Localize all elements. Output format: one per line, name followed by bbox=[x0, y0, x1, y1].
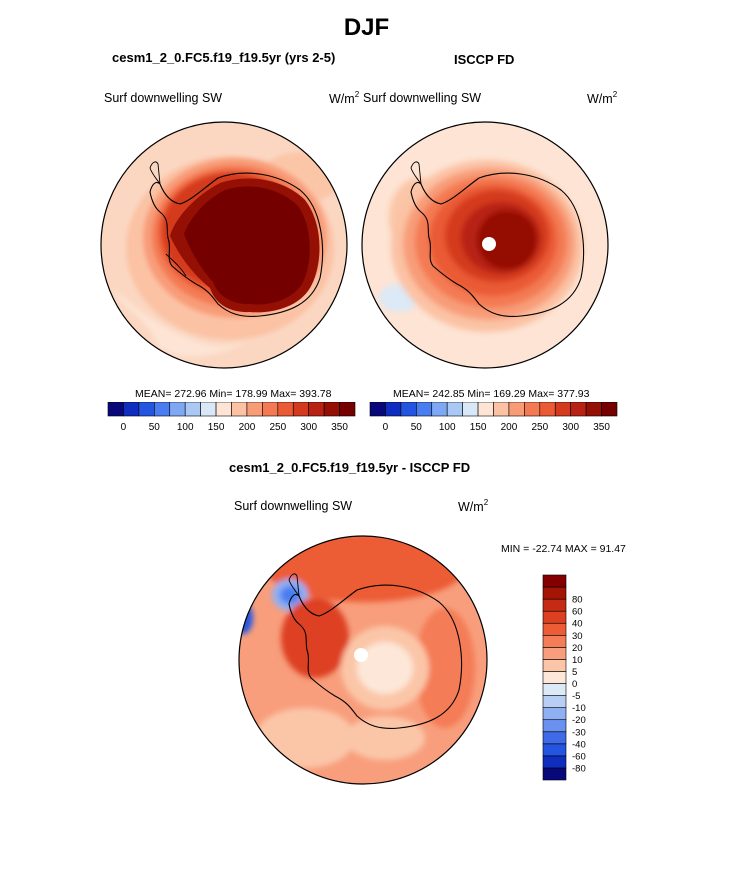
map-difference bbox=[238, 535, 488, 785]
colorbar-swatch bbox=[542, 767, 567, 781]
colorbar-tick-label: -10 bbox=[572, 703, 586, 714]
colorbar-tick-label: 100 bbox=[439, 422, 456, 433]
panel-3-title: cesm1_2_0.FC5.f19_f19.5yr - ISCCP FD bbox=[229, 460, 471, 475]
colorbar-swatch bbox=[542, 586, 567, 600]
colorbar-tick-label: 350 bbox=[331, 422, 348, 433]
colorbar-tick-label: 350 bbox=[593, 422, 610, 433]
colorbar-tick-label: 40 bbox=[572, 619, 583, 630]
colorbar-swatch bbox=[542, 610, 567, 624]
colorbar-swatch bbox=[542, 659, 567, 672]
colorbar-model: 0 50 100 150 200 250 300 350 bbox=[107, 402, 356, 433]
panel-3-stats: MIN = -22.74 MAX = 91.47 bbox=[501, 543, 626, 555]
colorbar-tick-label: 50 bbox=[149, 422, 161, 433]
colorbar-tick-label: 10 bbox=[572, 655, 583, 666]
colorbar-swatch bbox=[339, 402, 356, 417]
colorbar-swatch bbox=[262, 402, 279, 417]
colorbar-tick-label: 0 bbox=[121, 422, 127, 433]
panel-2-stats: MEAN= 242.85 Min= 169.29 Max= 377.93 bbox=[393, 388, 590, 400]
colorbar-swatch bbox=[123, 402, 140, 417]
colorbar-swatch bbox=[416, 402, 433, 417]
colorbar-tick-label: 80 bbox=[572, 595, 583, 606]
colorbar-swatch bbox=[462, 402, 479, 417]
colorbar-swatch bbox=[542, 731, 567, 745]
colorbar-swatch bbox=[554, 402, 571, 417]
colorbar-tick-label: 60 bbox=[572, 607, 583, 618]
panel-1-title: cesm1_2_0.FC5.f19_f19.5yr (yrs 2-5) bbox=[112, 50, 336, 65]
colorbar-tick-label: 150 bbox=[208, 422, 225, 433]
colorbar-swatch bbox=[542, 634, 567, 648]
colorbar-swatch bbox=[184, 402, 201, 417]
colorbar-swatch bbox=[231, 402, 248, 417]
panel-1-stats: MEAN= 272.96 Min= 178.99 Max= 393.78 bbox=[135, 388, 332, 400]
colorbar-swatch bbox=[542, 622, 567, 636]
colorbar-tick-label: 150 bbox=[470, 422, 487, 433]
colorbar-tick-label: -30 bbox=[572, 727, 586, 738]
colorbar-swatch bbox=[477, 402, 494, 417]
colorbar-tick-label: -20 bbox=[572, 715, 586, 726]
colorbar-tick-label: 50 bbox=[411, 422, 423, 433]
colorbar-swatch bbox=[292, 402, 309, 417]
panel-2-title: ISCCP FD bbox=[454, 52, 515, 67]
colorbar-swatch bbox=[277, 402, 294, 417]
colorbar-tick-label: 0 bbox=[572, 679, 577, 690]
colorbar-tick-label: 300 bbox=[562, 422, 579, 433]
main-title: DJF bbox=[343, 14, 390, 41]
colorbar-swatch bbox=[493, 402, 510, 417]
colorbar-swatch bbox=[585, 402, 602, 417]
panel-1-units: W/m2 bbox=[329, 90, 360, 106]
colorbar-tick-label: 5 bbox=[572, 667, 577, 678]
colorbar-swatch bbox=[431, 402, 448, 417]
colorbar-swatch bbox=[524, 402, 541, 417]
colorbar-swatch bbox=[369, 402, 386, 417]
colorbar-swatch bbox=[539, 402, 556, 417]
colorbar-swatch bbox=[542, 671, 567, 684]
map-observations bbox=[361, 121, 609, 369]
colorbar-swatch bbox=[542, 743, 567, 757]
colorbar-tick-label: 250 bbox=[269, 422, 286, 433]
panel-2-units: W/m2 bbox=[587, 90, 618, 106]
colorbar-tick-label: 0 bbox=[383, 422, 389, 433]
colorbar-swatch bbox=[154, 402, 171, 417]
colorbar-tick-label: 20 bbox=[572, 643, 583, 654]
colorbar-swatch bbox=[601, 402, 618, 417]
colorbar-tick-label: -40 bbox=[572, 739, 586, 750]
colorbar-swatch bbox=[542, 598, 567, 612]
colorbar-swatch bbox=[385, 402, 402, 417]
panel-3-units: W/m2 bbox=[458, 498, 489, 514]
colorbar-swatch bbox=[446, 402, 463, 417]
colorbar-observations: 0 50 100 150 200 250 300 350 bbox=[369, 402, 618, 433]
colorbar-swatch bbox=[215, 402, 232, 417]
colorbar-swatch bbox=[542, 719, 567, 733]
colorbar-tick-label: -5 bbox=[572, 691, 580, 702]
colorbar-swatch bbox=[570, 402, 587, 417]
colorbar-swatch bbox=[107, 402, 124, 417]
colorbar-swatch bbox=[542, 647, 567, 660]
panel-2-variable-label: Surf downwelling SW bbox=[363, 91, 482, 105]
colorbar-tick-label: -60 bbox=[572, 751, 586, 762]
colorbar-tick-label: 100 bbox=[177, 422, 194, 433]
colorbar-tick-label: 250 bbox=[531, 422, 548, 433]
colorbar-tick-label: 300 bbox=[300, 422, 317, 433]
panel-3-variable-label: Surf downwelling SW bbox=[234, 499, 353, 513]
colorbar-swatch bbox=[246, 402, 263, 417]
colorbar-swatch bbox=[542, 574, 567, 588]
colorbar-tick-label: 200 bbox=[501, 422, 518, 433]
colorbar-swatch bbox=[542, 695, 567, 708]
colorbar-swatch bbox=[169, 402, 186, 417]
colorbar-swatch bbox=[138, 402, 155, 417]
colorbar-swatch bbox=[508, 402, 525, 417]
colorbar-swatch bbox=[542, 755, 567, 769]
colorbar-swatch bbox=[542, 707, 567, 721]
panel-1-variable-label: Surf downwelling SW bbox=[104, 91, 223, 105]
colorbar-swatch bbox=[400, 402, 417, 417]
colorbar-tick-label: 200 bbox=[239, 422, 256, 433]
colorbar-swatch bbox=[200, 402, 217, 417]
colorbar-swatch bbox=[542, 683, 567, 696]
colorbar-swatch bbox=[323, 402, 340, 417]
colorbar-tick-label: -80 bbox=[572, 763, 586, 774]
map-model bbox=[100, 121, 348, 369]
colorbar-tick-label: 30 bbox=[572, 631, 583, 642]
colorbar-swatch bbox=[308, 402, 325, 417]
